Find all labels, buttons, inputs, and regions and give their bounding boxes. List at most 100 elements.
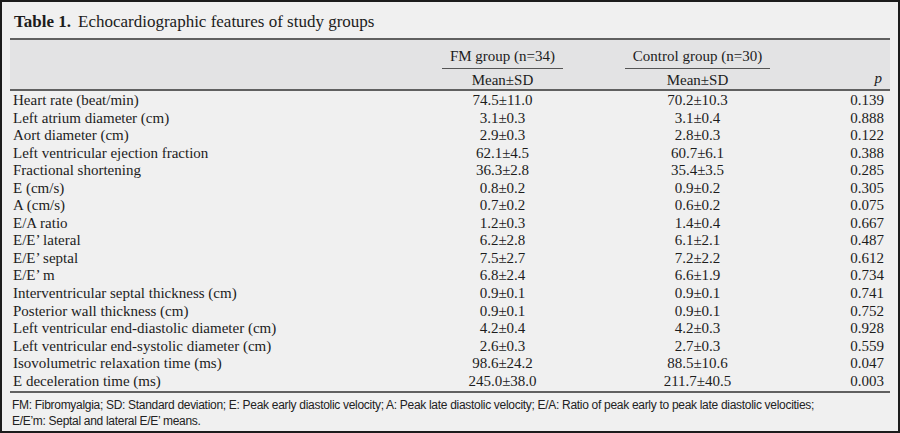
header-group-fm: FM group (n=34) Mean±SD bbox=[410, 46, 595, 91]
row-label: Left ventricular end-systolic diameter (… bbox=[10, 338, 410, 356]
fm-group-label: FM group (n=34) bbox=[442, 46, 563, 69]
control-value: 2.7±0.3 bbox=[595, 338, 800, 356]
fm-value: 4.2±0.4 bbox=[410, 320, 595, 338]
control-group-label: Control group (n=30) bbox=[625, 46, 770, 69]
row-label: E deceleration time (ms) bbox=[10, 373, 410, 391]
p-value: 0.734 bbox=[800, 267, 890, 285]
p-value: 0.122 bbox=[800, 127, 890, 145]
row-label: Isovolumetric relaxation time (ms) bbox=[10, 355, 410, 373]
row-label: E/E’ septal bbox=[10, 250, 410, 268]
table-row: Fractional shortening36.3±2.835.4±3.50.2… bbox=[10, 162, 890, 180]
fm-value: 6.2±2.8 bbox=[410, 232, 595, 250]
footnote-line: FM: Fibromyalgia; SD: Standard deviation… bbox=[12, 397, 888, 413]
row-label: Left ventricular end-diastolic diameter … bbox=[10, 320, 410, 338]
table-row: Posterior wall thickness (cm)0.9±0.10.9±… bbox=[10, 303, 890, 321]
control-value: 6.1±2.1 bbox=[595, 232, 800, 250]
table-row: Left ventricular end-diastolic diameter … bbox=[10, 320, 890, 338]
table-row: Left ventricular ejection fraction62.1±4… bbox=[10, 145, 890, 163]
table-footnote: FM: Fibromyalgia; SD: Standard deviation… bbox=[10, 393, 890, 429]
row-label: E/E’ m bbox=[10, 267, 410, 285]
row-label: Left atrium diameter (cm) bbox=[10, 110, 410, 128]
control-value: 6.6±1.9 bbox=[595, 267, 800, 285]
fm-value: 2.9±0.3 bbox=[410, 127, 595, 145]
fm-value: 98.6±24.2 bbox=[410, 355, 595, 373]
control-value: 88.5±10.6 bbox=[595, 355, 800, 373]
p-value: 0.888 bbox=[800, 110, 890, 128]
p-value: 0.047 bbox=[800, 355, 890, 373]
p-value: 0.741 bbox=[800, 285, 890, 303]
table-row: Isovolumetric relaxation time (ms)98.6±2… bbox=[10, 355, 890, 373]
table-row: A (cm/s)0.7±0.20.6±0.20.075 bbox=[10, 197, 890, 215]
p-value: 0.612 bbox=[800, 250, 890, 268]
table-figure: Table 1. Echocardiographic features of s… bbox=[0, 0, 900, 433]
fm-value: 0.8±0.2 bbox=[410, 180, 595, 198]
fm-group-subheader: Mean±SD bbox=[410, 69, 595, 91]
control-value: 0.9±0.2 bbox=[595, 180, 800, 198]
table-caption: Echocardiographic features of study grou… bbox=[78, 12, 374, 32]
row-label: Aort diameter (cm) bbox=[10, 127, 410, 145]
fm-value: 62.1±4.5 bbox=[410, 145, 595, 163]
table-row: E/E’ lateral6.2±2.86.1±2.10.487 bbox=[10, 232, 890, 250]
p-value: 0.285 bbox=[800, 162, 890, 180]
fm-value: 0.9±0.1 bbox=[410, 285, 595, 303]
control-value: 211.7±40.5 bbox=[595, 373, 800, 391]
table-row: Aort diameter (cm)2.9±0.32.8±0.30.122 bbox=[10, 127, 890, 145]
table-row: Heart rate (beat/min)74.5±11.070.2±10.30… bbox=[10, 92, 890, 110]
control-value: 60.7±6.1 bbox=[595, 145, 800, 163]
row-label: Fractional shortening bbox=[10, 162, 410, 180]
control-value: 70.2±10.3 bbox=[595, 92, 800, 110]
table-row: Interventricular septal thickness (cm)0.… bbox=[10, 285, 890, 303]
table: FM group (n=34) Mean±SD Control group (n… bbox=[10, 38, 890, 429]
row-label: Posterior wall thickness (cm) bbox=[10, 303, 410, 321]
p-value: 0.928 bbox=[800, 320, 890, 338]
table-row: E/A ratio1.2±0.31.4±0.40.667 bbox=[10, 215, 890, 233]
row-label: E/A ratio bbox=[10, 215, 410, 233]
table-row: E (cm/s)0.8±0.20.9±0.20.305 bbox=[10, 180, 890, 198]
fm-value: 7.5±2.7 bbox=[410, 250, 595, 268]
row-label: E (cm/s) bbox=[10, 180, 410, 198]
p-value: 0.075 bbox=[800, 197, 890, 215]
p-value: 0.752 bbox=[800, 303, 890, 321]
fm-value: 2.6±0.3 bbox=[410, 338, 595, 356]
control-value: 4.2±0.3 bbox=[595, 320, 800, 338]
p-value: 0.139 bbox=[800, 92, 890, 110]
fm-value: 1.2±0.3 bbox=[410, 215, 595, 233]
table-number: Table 1. bbox=[14, 12, 71, 32]
p-value: 0.388 bbox=[800, 145, 890, 163]
control-value: 0.9±0.1 bbox=[595, 303, 800, 321]
p-value: 0.003 bbox=[800, 373, 890, 391]
p-column-header: p bbox=[800, 46, 890, 90]
table-row: E deceleration time (ms)245.0±38.0211.7±… bbox=[10, 373, 890, 391]
control-value: 3.1±0.4 bbox=[595, 110, 800, 128]
p-value: 0.667 bbox=[800, 215, 890, 233]
fm-value: 6.8±2.4 bbox=[410, 267, 595, 285]
p-value: 0.487 bbox=[800, 232, 890, 250]
control-value: 1.4±0.4 bbox=[595, 215, 800, 233]
table-row: Left ventricular end-systolic diameter (… bbox=[10, 338, 890, 356]
fm-value: 3.1±0.3 bbox=[410, 110, 595, 128]
fm-value: 0.9±0.1 bbox=[410, 303, 595, 321]
table-title: Table 1. Echocardiographic features of s… bbox=[2, 2, 898, 38]
control-value: 7.2±2.2 bbox=[595, 250, 800, 268]
row-label: Interventricular septal thickness (cm) bbox=[10, 285, 410, 303]
table-row: E/E’ septal7.5±2.77.2±2.20.612 bbox=[10, 250, 890, 268]
control-group-subheader: Mean±SD bbox=[595, 69, 800, 91]
table-row: Left atrium diameter (cm)3.1±0.33.1±0.40… bbox=[10, 110, 890, 128]
row-label: A (cm/s) bbox=[10, 197, 410, 215]
fm-value: 36.3±2.8 bbox=[410, 162, 595, 180]
fm-value: 245.0±38.0 bbox=[410, 373, 595, 391]
row-label: Heart rate (beat/min) bbox=[10, 92, 410, 110]
table-header: FM group (n=34) Mean±SD Control group (n… bbox=[10, 38, 890, 91]
header-group-control: Control group (n=30) Mean±SD bbox=[595, 46, 800, 91]
control-value: 0.6±0.2 bbox=[595, 197, 800, 215]
control-value: 0.9±0.1 bbox=[595, 285, 800, 303]
fm-value: 74.5±11.0 bbox=[410, 92, 595, 110]
fm-value: 0.7±0.2 bbox=[410, 197, 595, 215]
header-spacer bbox=[10, 46, 410, 91]
p-value: 0.305 bbox=[800, 180, 890, 198]
control-value: 35.4±3.5 bbox=[595, 162, 800, 180]
row-label: Left ventricular ejection fraction bbox=[10, 145, 410, 163]
control-value: 2.8±0.3 bbox=[595, 127, 800, 145]
table-body: Heart rate (beat/min)74.5±11.070.2±10.30… bbox=[10, 91, 890, 393]
p-value: 0.559 bbox=[800, 338, 890, 356]
